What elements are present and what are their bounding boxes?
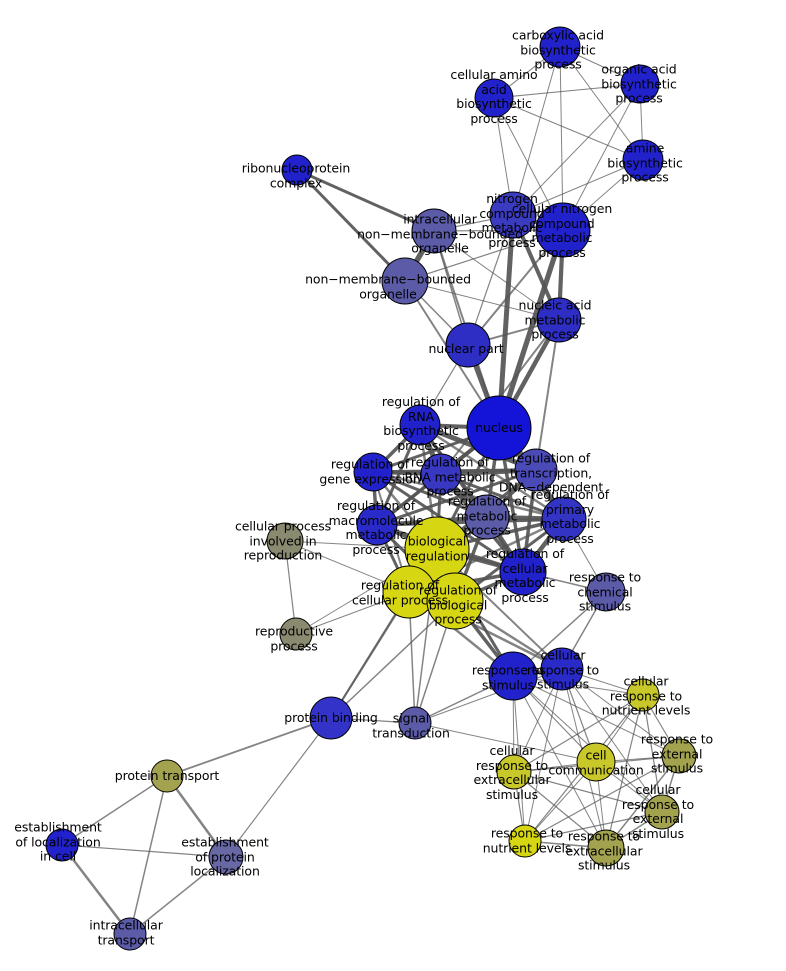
graph-node[interactable] — [464, 494, 510, 540]
graph-edge — [225, 717, 332, 858]
graph-edge — [371, 470, 566, 521]
graph-node[interactable] — [113, 917, 147, 951]
graph-node[interactable] — [382, 565, 436, 619]
graph-edge — [166, 717, 332, 777]
graph-node[interactable] — [489, 191, 537, 239]
graph-node[interactable] — [356, 504, 398, 546]
graph-node[interactable] — [466, 395, 532, 461]
graph-edge — [295, 168, 407, 283]
graph-edge — [404, 229, 564, 282]
graph-node[interactable] — [539, 26, 581, 68]
graph-edge — [61, 775, 168, 846]
graph-node[interactable] — [626, 678, 660, 712]
graph-node[interactable] — [420, 453, 462, 495]
graph-node[interactable] — [661, 738, 697, 774]
graph-edge — [496, 227, 566, 431]
graph-edge — [375, 468, 538, 527]
graph-node[interactable] — [536, 297, 582, 343]
graph-node[interactable] — [426, 572, 484, 630]
graph-edge — [512, 83, 641, 216]
graph-edge — [433, 230, 560, 321]
graph-edge — [559, 46, 644, 161]
graph-edge — [561, 668, 663, 813]
graph-edge — [129, 775, 168, 935]
graph-edge — [524, 811, 663, 842]
graph-node[interactable] — [281, 154, 313, 186]
graph-node[interactable] — [411, 208, 457, 254]
graph-node[interactable] — [576, 742, 616, 782]
graph-edge — [496, 212, 516, 431]
graph-node[interactable] — [488, 651, 538, 701]
graph-node[interactable] — [474, 78, 514, 118]
graph-node[interactable] — [496, 754, 532, 790]
graph-edge — [513, 694, 644, 773]
graph-node[interactable] — [514, 448, 558, 492]
graph-node[interactable] — [499, 548, 547, 596]
graph-node[interactable] — [45, 828, 79, 862]
graph-node[interactable] — [398, 706, 432, 740]
graph-node[interactable] — [622, 139, 664, 181]
graph-edge — [61, 844, 227, 858]
graph-edge — [559, 46, 564, 231]
graph-edge — [129, 856, 227, 935]
graph-edge — [535, 319, 560, 471]
graph-edge — [512, 159, 644, 216]
graph-node[interactable] — [586, 572, 626, 612]
graph-edge — [60, 843, 132, 936]
graph-node[interactable] — [445, 322, 491, 368]
graph-node[interactable] — [508, 824, 542, 858]
graph-edge — [562, 83, 641, 231]
graph-node[interactable] — [620, 64, 660, 104]
graph-node[interactable] — [208, 839, 244, 875]
graph-edge — [605, 755, 680, 849]
graph-edge — [642, 694, 663, 813]
graph-node[interactable] — [541, 496, 587, 542]
graph-node[interactable] — [535, 202, 591, 258]
graph-node[interactable] — [381, 257, 429, 305]
graph-edge — [512, 675, 607, 849]
graph-node[interactable] — [644, 794, 680, 830]
graph-edge — [493, 83, 641, 99]
graph-edge — [404, 280, 560, 321]
graph-edge — [524, 755, 680, 842]
graph-node[interactable] — [540, 647, 584, 691]
graph-edge — [512, 46, 561, 216]
graph-edge — [513, 771, 663, 813]
graph-node[interactable] — [353, 452, 393, 492]
graph-node[interactable] — [266, 522, 304, 560]
graph-node[interactable] — [309, 696, 353, 740]
graph-edge — [414, 668, 563, 724]
graph-node[interactable] — [279, 617, 313, 651]
graph-edge — [513, 771, 607, 849]
graph-edge — [295, 168, 436, 233]
graph-edge — [561, 668, 680, 757]
graph-edge — [414, 722, 597, 763]
graph-node[interactable] — [150, 759, 184, 793]
node-layer — [45, 26, 697, 951]
graph-edge — [512, 675, 663, 813]
graph-edge — [493, 97, 644, 161]
graph-node[interactable] — [399, 404, 441, 446]
graph-node[interactable] — [587, 829, 625, 867]
